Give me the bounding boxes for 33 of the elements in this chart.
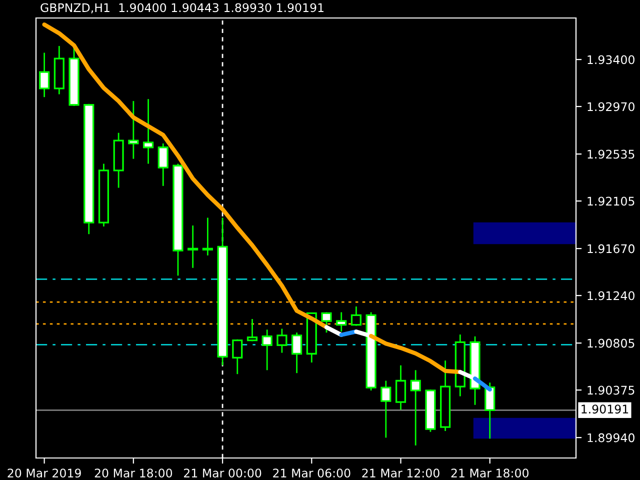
candlestick — [202, 217, 213, 256]
ref-line-label: 1.90191 — [582, 404, 628, 414]
x-tick-label: 21 Mar 18:00 — [451, 468, 528, 478]
candlestick — [232, 338, 243, 375]
candlestick — [39, 52, 50, 98]
x-tick-label: 21 Mar 06:00 — [273, 468, 350, 478]
candlestick — [262, 328, 272, 371]
candlestick — [484, 382, 496, 440]
y-tick-label: 1.90375 — [588, 386, 634, 395]
candlestick — [188, 224, 198, 269]
y-tick-label: 1.93400 — [588, 55, 634, 64]
candlestick — [350, 306, 362, 326]
candlestick — [380, 380, 392, 438]
y-tick-label: 1.90805 — [588, 338, 634, 348]
y-tick-label: 1.92970 — [588, 102, 634, 112]
chart-title: GBPNZD,H1 1.90400 1.90443 1.89930 1.90191 — [40, 3, 324, 14]
candlestick — [410, 369, 421, 446]
candlestick — [128, 100, 139, 160]
candlestick — [395, 364, 406, 410]
y-tick-label: 1.89940 — [588, 433, 634, 442]
candlestick — [276, 328, 288, 354]
x-tick-label: 20 Mar 18:00 — [94, 468, 172, 478]
x-tick-label: 20 Mar 2019 — [8, 468, 81, 478]
candlestick — [142, 98, 154, 164]
y-tick-label: 1.92105 — [588, 196, 634, 206]
y-tick-label: 1.91670 — [588, 244, 634, 254]
y-tick-label: 1.91240 — [588, 291, 634, 300]
y-tick-label: 1.92535 — [588, 150, 634, 159]
candlestick — [158, 142, 168, 187]
candlestick — [246, 318, 258, 342]
candlestick — [292, 332, 302, 374]
x-tick-label: 21 Mar 12:00 — [362, 468, 440, 478]
x-tick-label: 21 Mar 00:00 — [184, 468, 262, 478]
